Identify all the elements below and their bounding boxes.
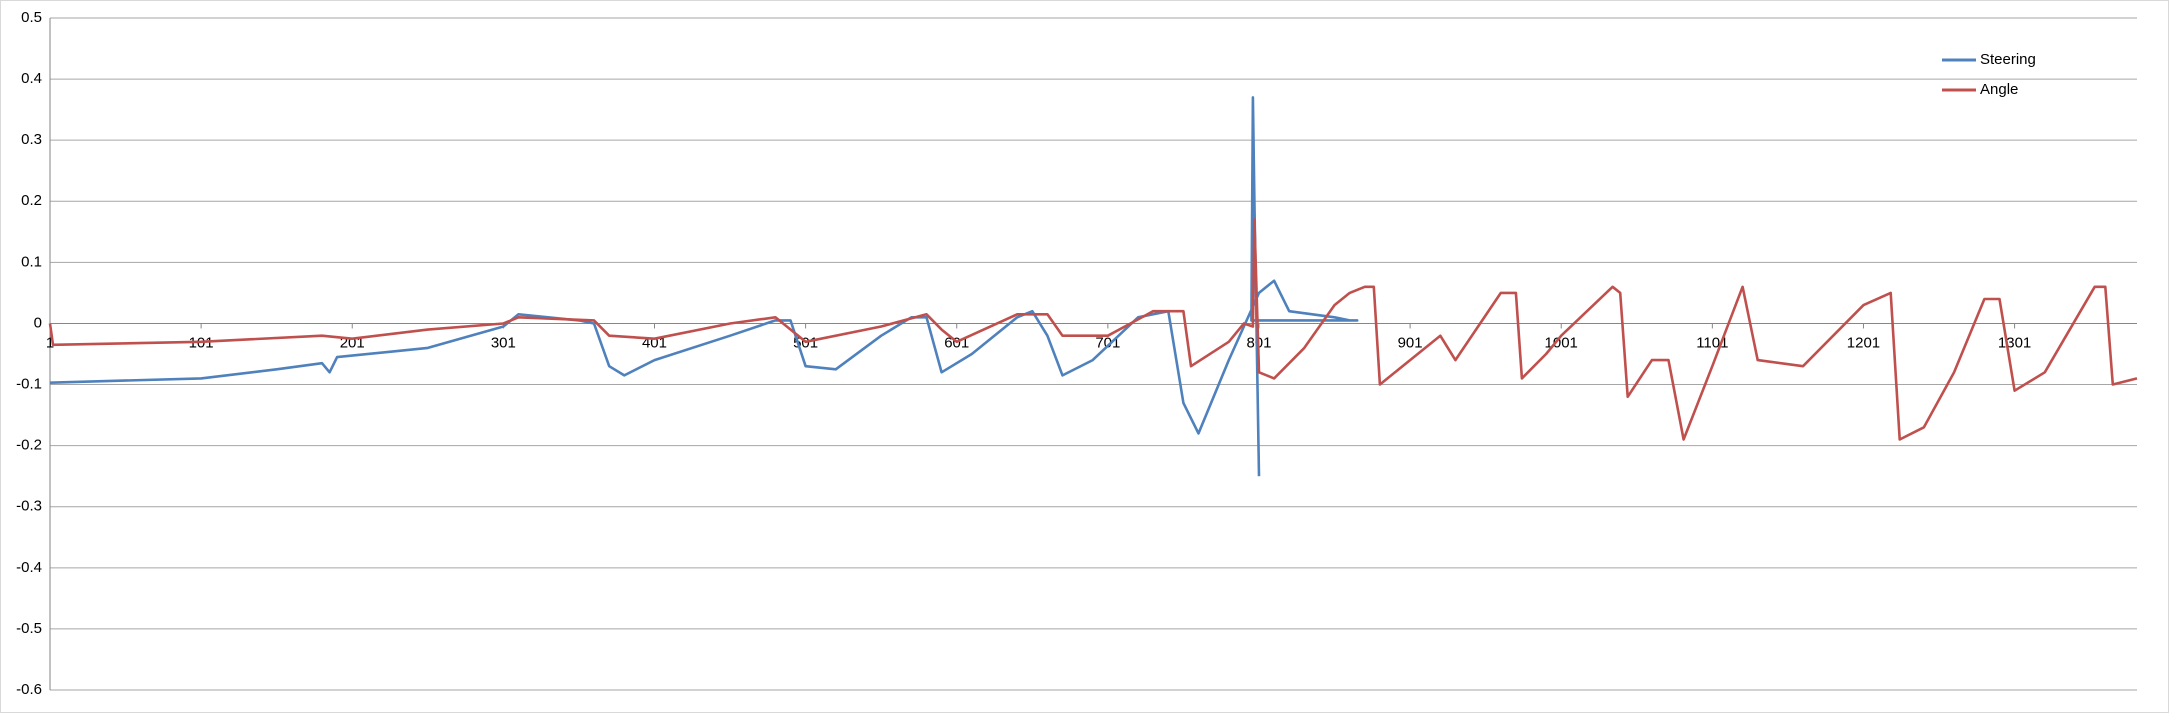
y-tick-label: -0.1 [16,376,42,393]
y-tick-label: 0.1 [21,253,42,270]
y-tick-label: -0.6 [16,681,42,698]
series-line [49,96,1359,477]
y-tick-label: -0.5 [16,620,42,637]
y-tick-label: 0.2 [21,192,42,209]
y-tick-label: 0.4 [21,70,42,87]
x-tick-label: 1301 [1998,334,2031,351]
legend-label: Steering [1980,51,2036,68]
y-tick-label: -0.3 [16,498,42,515]
x-tick-label: 901 [1398,334,1423,351]
legend-label: Angle [1980,81,2018,98]
x-tick-label: 301 [491,334,516,351]
y-tick-label: -0.4 [16,559,42,576]
y-tick-label: 0.5 [21,9,42,26]
y-tick-label: -0.2 [16,437,42,454]
series-line [48,218,2138,441]
x-tick-label: 1201 [1847,334,1880,351]
y-tick-label: 0.3 [21,131,42,148]
y-tick-label: 0 [34,314,42,331]
x-tick-label: 1 [46,334,54,351]
